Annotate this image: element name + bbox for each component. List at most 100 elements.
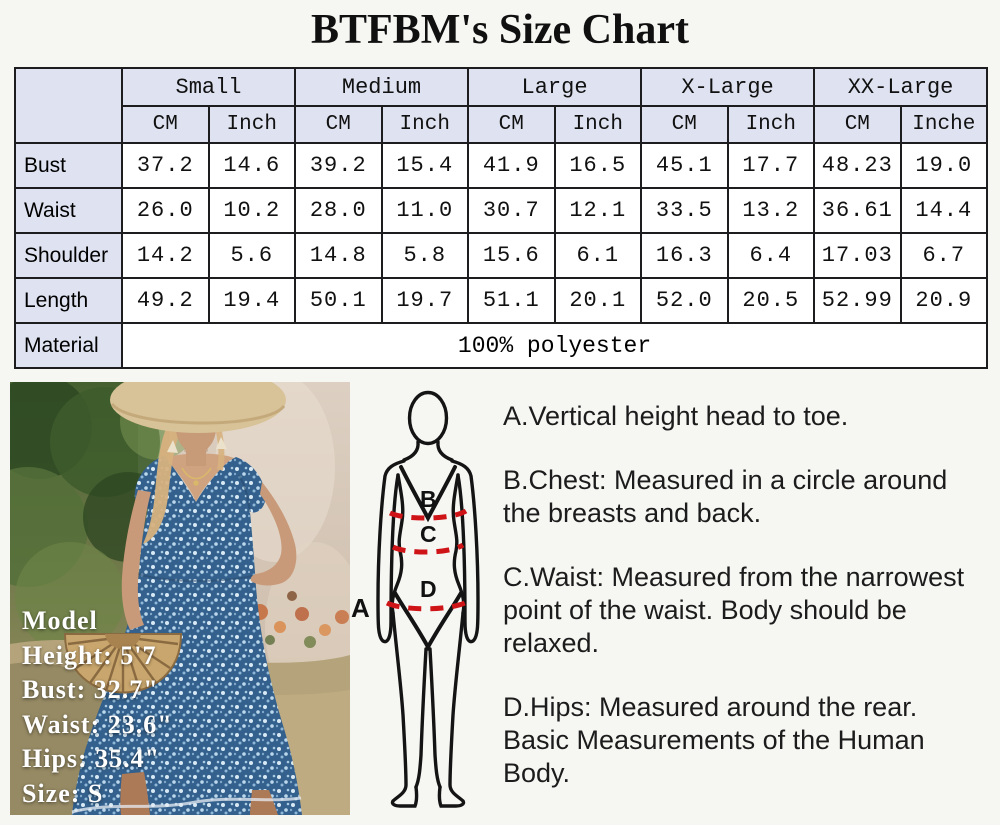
size-col-medium: Medium — [294, 67, 470, 107]
row-label-waist: Waist — [14, 187, 123, 234]
table-row-length: Length 49.2 19.4 50.1 19.7 51.1 20.1 52.… — [14, 277, 989, 324]
cell: 49.2 — [121, 277, 210, 324]
cell: 17.7 — [726, 142, 816, 189]
row-label-material: Material — [14, 322, 123, 369]
cell: 33.5 — [640, 187, 729, 234]
model-info-line: Waist: 23.6" — [22, 709, 173, 739]
cell: 16.3 — [640, 232, 729, 279]
cell: 51.1 — [467, 277, 556, 324]
cell: 19.7 — [380, 277, 470, 324]
cell: 14.2 — [121, 232, 210, 279]
unit-cell: Inche — [899, 105, 989, 144]
model-arm-left — [121, 490, 151, 630]
size-col-xxlarge: XX-Large — [813, 67, 989, 107]
unit-cell: CM — [467, 105, 556, 144]
unit-cell: Inch — [207, 105, 297, 144]
cell: 19.0 — [899, 142, 989, 189]
size-col-large: Large — [467, 67, 643, 107]
label-b: B — [420, 486, 437, 512]
corner-cell — [14, 67, 123, 144]
cell: 52.99 — [813, 277, 902, 324]
necklace — [181, 467, 212, 480]
unit-cell: CM — [813, 105, 902, 144]
model-leg — [250, 790, 278, 815]
body-measurement-diagram: A B C D — [345, 385, 497, 822]
waist-dash-line — [391, 542, 465, 555]
cell: 14.8 — [294, 232, 383, 279]
label-c: C — [420, 521, 437, 547]
size-col-xlarge: X-Large — [640, 67, 816, 107]
model-info-line: Size: S — [22, 778, 104, 808]
note-waist: C.Waist: Measured from the narrowest poi… — [503, 562, 965, 658]
unit-header-row: CM Inch CM Inch CM Inch CM Inch CM Inche — [15, 105, 989, 144]
cell: 41.9 — [467, 142, 556, 189]
cell: 5.6 — [207, 232, 297, 279]
size-table: Small Medium Large X-Large XX-Large CM I… — [14, 67, 989, 369]
cell: 37.2 — [121, 142, 210, 189]
size-col-small: Small — [120, 67, 297, 107]
table-row-material: Material 100% polyester — [14, 322, 989, 369]
cell: 48.23 — [813, 142, 902, 189]
cell: 28.0 — [294, 187, 383, 234]
note-chest: B.Chest: Measured in a circle around the… — [503, 465, 948, 528]
flower-bed — [252, 591, 349, 648]
model-info-line: Bust: 32.7" — [22, 675, 159, 704]
cell: 45.1 — [640, 142, 729, 189]
cell: 15.4 — [380, 142, 470, 189]
model-arm-right — [250, 482, 297, 586]
earrings — [167, 437, 227, 453]
model-photo-art — [10, 382, 350, 815]
cell: 13.2 — [726, 187, 816, 234]
cell: 52.0 — [640, 277, 729, 324]
label-d: D — [420, 576, 437, 602]
model-photo: Model Height: 5'7 Bust: 32.7" Waist: 23.… — [10, 382, 350, 815]
measurement-instructions: A.Vertical height head to toe. B.Chest: … — [503, 400, 965, 821]
cell: 36.61 — [813, 187, 902, 234]
model-hair — [143, 410, 185, 544]
cell: 6.1 — [553, 232, 643, 279]
cell: 6.4 — [726, 232, 816, 279]
cell: 26.0 — [121, 187, 210, 234]
cell: 19.4 — [207, 277, 297, 324]
label-a: A — [351, 593, 370, 623]
model-info-line: Height: 5'7 — [22, 640, 157, 670]
unit-cell: CM — [121, 105, 210, 144]
note-hips: D.Hips: Measured around the rear. Basic … — [503, 692, 925, 788]
row-label-bust: Bust — [14, 142, 123, 189]
cell: 6.7 — [899, 232, 989, 279]
model-leg — [120, 772, 150, 815]
size-header-row: Small Medium Large X-Large XX-Large — [14, 67, 989, 144]
unit-cell: CM — [640, 105, 729, 144]
note-height: A.Vertical height head to toe. — [503, 401, 849, 431]
cell: 30.7 — [467, 187, 556, 234]
model-info-line: Hips: 35.4" — [22, 744, 161, 773]
cell: 15.6 — [467, 232, 556, 279]
unit-cell: Inch — [380, 105, 470, 144]
cell: 20.9 — [899, 277, 989, 324]
cell: 14.6 — [207, 142, 297, 189]
cell: 20.1 — [553, 277, 643, 324]
straw-bag — [63, 633, 183, 694]
cell: 11.0 — [380, 187, 470, 234]
unit-cell: CM — [294, 105, 383, 144]
table-row-bust: Bust 37.2 14.6 39.2 15.4 41.9 16.5 45.1 … — [14, 142, 989, 189]
unit-cell: Inch — [553, 105, 643, 144]
cell: 12.1 — [553, 187, 643, 234]
unit-cell: Inch — [726, 105, 816, 144]
table-row-shoulder: Shoulder 14.2 5.6 14.8 5.8 15.6 6.1 16.3… — [14, 232, 989, 279]
cell: 20.5 — [726, 277, 816, 324]
model-info-line: Model — [22, 606, 98, 635]
model-measurements: Model Height: 5'7 Bust: 32.7" Waist: 23.… — [22, 604, 173, 811]
floral-dress — [72, 456, 302, 815]
cell: 14.4 — [899, 187, 989, 234]
row-label-length: Length — [14, 277, 123, 324]
cell: 17.03 — [813, 232, 902, 279]
cell: 39.2 — [294, 142, 383, 189]
material-value: 100% polyester — [120, 322, 989, 369]
hips-dash-line — [385, 598, 471, 612]
page-title: BTFBM's Size Chart — [311, 7, 689, 53]
chest-dash-line — [388, 508, 468, 521]
row-label-shoulder: Shoulder — [14, 232, 123, 279]
cell: 50.1 — [294, 277, 383, 324]
